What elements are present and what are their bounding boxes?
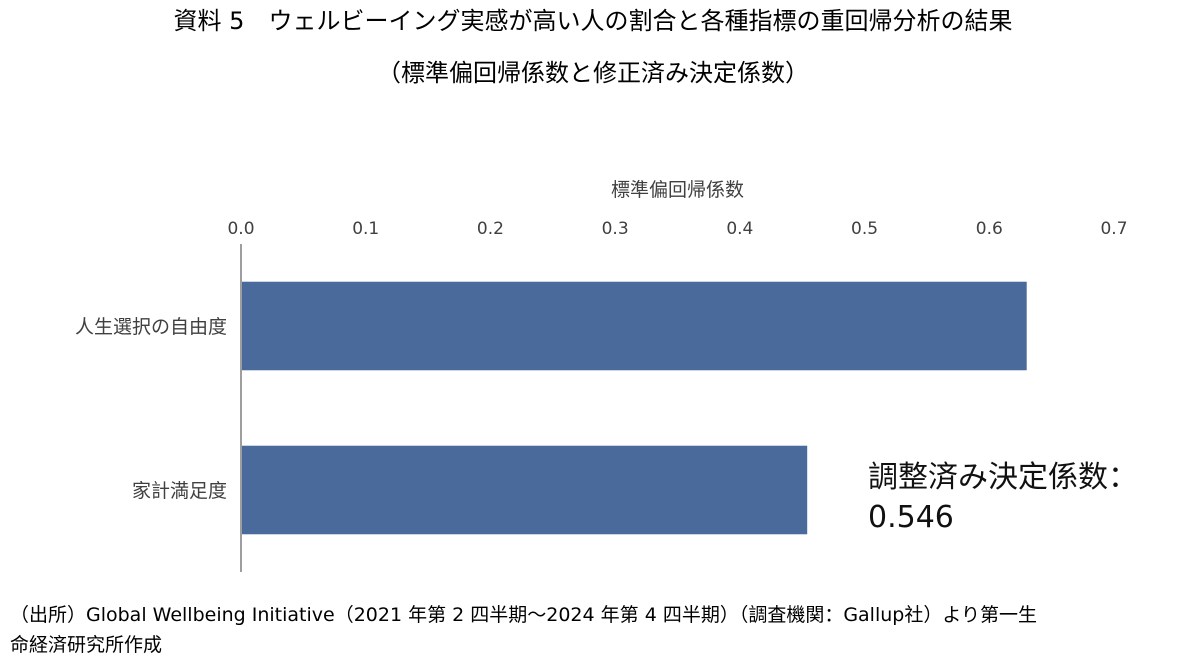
- adjusted-r2-annotation: 調整済み決定係数： 0.546: [868, 458, 1138, 538]
- x-axis-title: 標準偏回帰係数: [611, 179, 744, 201]
- bar-chart: 標準偏回帰係数 0.0 0.1 0.2 0.3 0.4 0.5 0.6 0.7 人生選択の自由…: [75, 179, 1128, 572]
- x-tick-label: 0.3: [602, 219, 629, 239]
- x-tick-label: 0.4: [726, 219, 753, 239]
- x-tick-label: 0.2: [477, 219, 504, 239]
- source-note-line-2: 命経済研究所作成: [10, 634, 163, 656]
- adjusted-r2-label: 調整済み決定係数：: [868, 460, 1138, 495]
- x-tick-label: 0.0: [227, 219, 254, 239]
- source-note: （出所）Global Wellbeing Initiative（2021 年第 …: [10, 600, 1180, 660]
- x-axis-ticks: 0.0 0.1 0.2 0.3 0.4 0.5 0.6 0.7: [227, 219, 1127, 239]
- x-tick-label: 0.5: [851, 219, 878, 239]
- chart-title: 資料 5 ウェルビーイング実感が高い人の割合と各種指標の重回帰分析の結果: [173, 7, 1013, 35]
- bars: [242, 281, 1027, 535]
- bar: [242, 445, 808, 535]
- bar: [242, 281, 1027, 371]
- x-tick-label: 0.6: [976, 219, 1003, 239]
- x-tick-label: 0.7: [1100, 219, 1127, 239]
- category-label: 家計満足度: [132, 480, 227, 502]
- adjusted-r2-value: 0.546: [868, 500, 954, 535]
- source-note-line-1: （出所）Global Wellbeing Initiative（2021 年第 …: [10, 604, 1037, 626]
- chart-subtitle: （標準偏回帰係数と修正済み決定係数）: [377, 59, 809, 87]
- x-tick-label: 0.1: [352, 219, 379, 239]
- category-label: 人生選択の自由度: [75, 316, 227, 338]
